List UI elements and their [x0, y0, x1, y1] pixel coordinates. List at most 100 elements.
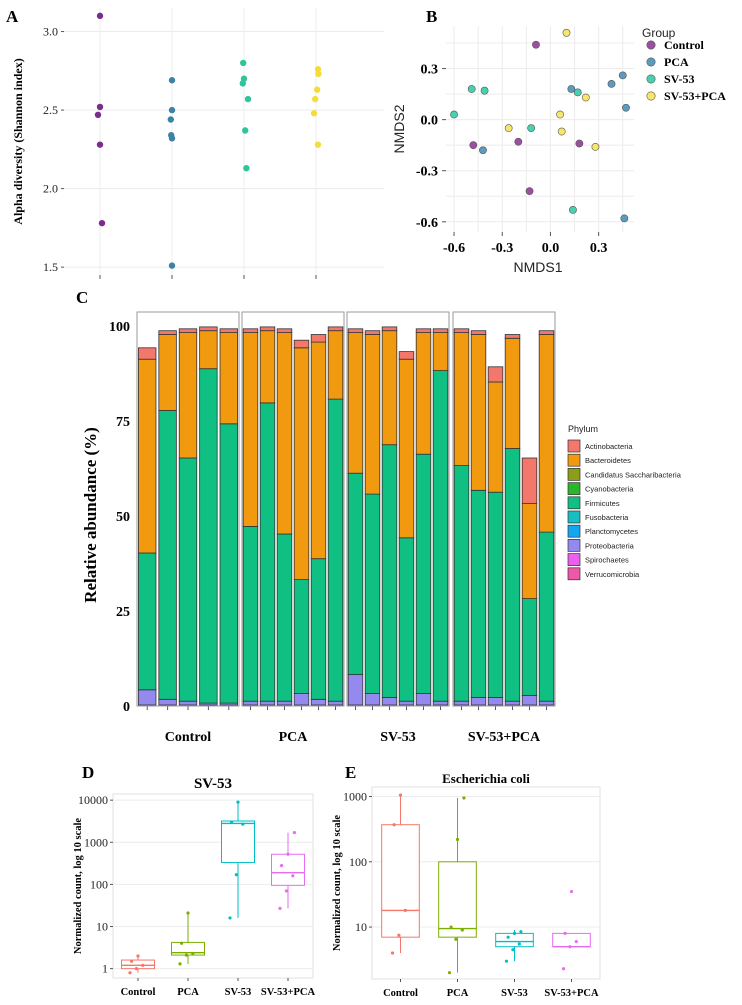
data-point-sv-53	[467, 85, 476, 93]
bar-segment-bacteroidetes	[364, 334, 381, 495]
legend-swatch-verrucomicrobia	[567, 567, 581, 581]
bar-segment-proteobacteria	[453, 700, 470, 706]
legend-swatch-bacteroidetes	[567, 453, 581, 467]
bar-segment-bacteroidetes	[347, 332, 364, 474]
bar-segment-firmicutes	[158, 410, 177, 700]
data-point-sv-53-pca	[563, 931, 567, 935]
facet-frame	[136, 311, 240, 707]
data-point-sv-53-pca	[280, 863, 284, 868]
box-control	[121, 959, 155, 970]
panel-b-nmds: B -0.6 -0.3 0.0 0.3 0.3 0.0 -0.3 -0.6 NMDS1 NMDS2 G…	[391, 7, 726, 275]
bar-segment-bacteroidetes	[398, 358, 415, 539]
facet-background	[242, 312, 344, 706]
bar-segment-bacteroidetes	[259, 330, 276, 404]
data-point-sv-53	[504, 959, 509, 963]
y-tick-label: 10000	[78, 793, 108, 807]
y-tick-label: 25	[116, 605, 130, 620]
data-point-control	[98, 219, 106, 227]
chart-title: SV-53	[194, 776, 232, 792]
data-point-sv-53	[517, 942, 521, 946]
panel-c-relative-abundance: C 0 25 50 75 100 Relative abundance (%) Control…	[76, 288, 682, 745]
bar-segment-proteobacteria	[259, 700, 276, 706]
data-point-sv-53-pca	[315, 70, 322, 78]
data-point-pca	[622, 103, 630, 112]
panel-letter-c: C	[76, 288, 88, 307]
data-point-pca	[607, 79, 616, 88]
bar-segment-actinobacteria	[398, 351, 415, 360]
legend-swatch-candidatus-saccharibacteria	[567, 468, 581, 481]
y-axis-label: NMDS2	[391, 104, 407, 153]
bar-segment-firmicutes	[364, 493, 381, 695]
bar-segment-bacteroidetes	[158, 334, 177, 411]
box-sv-53-pca	[271, 853, 305, 886]
bar-segment-firmicutes	[470, 489, 487, 698]
bar-segment-firmicutes	[521, 598, 538, 696]
data-point-pca	[460, 928, 464, 932]
facet-background	[453, 312, 555, 706]
legend-swatch-planctomycetes	[567, 524, 581, 538]
data-point-sv-53-pca	[556, 110, 564, 119]
data-point-sv-53-pca	[314, 66, 322, 73]
bar-segment-bacteroidetes	[293, 347, 310, 580]
data-point-sv-53	[480, 86, 489, 95]
data-point-control	[469, 141, 478, 150]
bar-segment-bacteroidetes	[381, 330, 398, 446]
x-axis-label: NMDS1	[513, 259, 562, 275]
y-tick-label: -0.6	[416, 216, 438, 231]
data-point-pca	[479, 146, 487, 155]
x-tick-label: Control	[383, 988, 418, 999]
data-point-sv-53	[243, 165, 250, 172]
y-tick-label: -0.3	[416, 165, 438, 180]
bar-segment-actinobacteria	[487, 366, 504, 383]
bar-segment-proteobacteria	[432, 700, 449, 706]
legend-title: Group	[642, 26, 676, 40]
data-point-control	[403, 908, 407, 913]
bar-segment-firmicutes	[487, 491, 504, 698]
bar-segment-actinobacteria	[327, 326, 344, 332]
y-tick-label: 10	[355, 920, 367, 934]
bar-segment-firmicutes	[327, 398, 344, 702]
bar-segment-bacteroidetes	[487, 381, 504, 493]
bar-segment-firmicutes	[293, 579, 310, 694]
bar-segment-actinobacteria	[521, 457, 538, 504]
facet-label-pca: PCA	[279, 730, 309, 745]
facet-frame	[452, 311, 556, 707]
bar-segment-firmicutes	[381, 444, 398, 698]
box-sv-53	[495, 932, 534, 948]
y-tick-label: 75	[116, 415, 130, 430]
legend-title: Phylum	[568, 424, 598, 434]
data-point-control	[141, 963, 145, 967]
bar-segment-proteobacteria	[538, 700, 555, 706]
data-point-sv-53	[242, 127, 249, 134]
bar-segment-proteobacteria	[381, 697, 398, 706]
bar-segment-proteobacteria	[310, 698, 327, 706]
bar-segment-proteobacteria	[242, 700, 259, 706]
x-tick-label: 0.0	[542, 241, 560, 256]
facet-frame	[346, 311, 450, 707]
bar-segment-bacteroidetes	[504, 337, 521, 449]
x-tick-label: -0.3	[491, 241, 513, 256]
data-point-sv-53	[450, 110, 458, 119]
legend-swatch-control	[646, 40, 656, 50]
bar-segment-proteobacteria	[178, 700, 198, 706]
data-point-sv-53-pca	[286, 852, 290, 856]
legend-label-fusobacteria: Fusobacteria	[585, 513, 629, 522]
data-point-control	[532, 40, 540, 49]
box-pca	[171, 941, 205, 956]
y-tick-label: 100	[90, 877, 108, 891]
bar-segment-firmicutes	[310, 558, 327, 700]
data-point-sv-53	[506, 935, 510, 939]
legend-swatch-cyanobacteria	[567, 482, 581, 495]
data-point-pca	[462, 796, 466, 800]
legend-label-proteobacteria: Proteobacteria	[585, 541, 635, 550]
legend-label-candidatus-saccharibacteria: Candidatus Saccharibacteria	[585, 470, 682, 479]
y-axis-label: Relative abundance (%)	[81, 427, 100, 603]
y-tick-label: 2.0	[43, 182, 58, 196]
data-point-control	[94, 111, 102, 119]
panel-letter-e: E	[345, 763, 356, 782]
legend-label-firmicutes: Firmicutes	[585, 499, 620, 508]
y-tick-label: 3.0	[43, 25, 58, 39]
legend-label-verrucomicrobia: Verrucomicrobia	[585, 570, 640, 579]
legend-swatch-actinobacteria	[567, 439, 581, 453]
x-tick-label: PCA	[177, 987, 199, 998]
